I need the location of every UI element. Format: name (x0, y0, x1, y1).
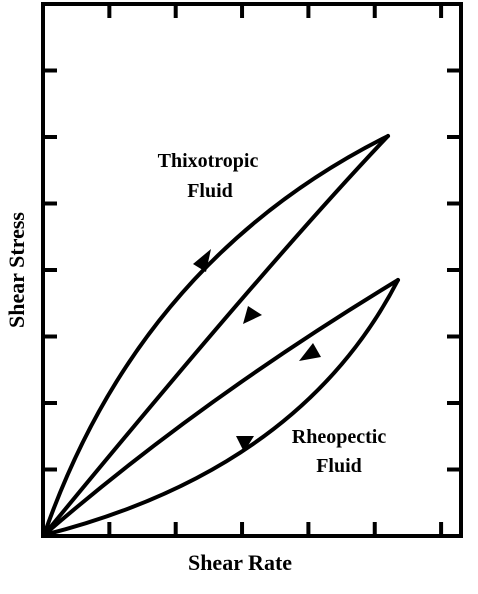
rheopectic-label-line1: Rheopectic (292, 426, 387, 448)
thixotropic-up-curve (42, 134, 390, 537)
y-axis-title: Shear Stress (4, 212, 29, 328)
thixotropic-label-line1: Thixotropic (158, 150, 259, 172)
thixotropic-down-arrow (243, 306, 262, 324)
plot-frame (41, 2, 463, 538)
rheopectic-label-line2: Fluid (316, 455, 362, 477)
thixotropic-up-arrow (193, 249, 211, 272)
thixotropic-down-curve (42, 134, 390, 537)
rheopectic-down-curve (42, 278, 400, 537)
rheopectic-up-curve (42, 278, 400, 537)
thixotropic-label-line2: Fluid (187, 180, 233, 202)
rheopectic-up-arrow (236, 436, 254, 452)
rheopectic-down-arrow (299, 343, 321, 361)
axis-ticks (43, 4, 461, 536)
x-axis-title: Shear Rate (188, 550, 292, 575)
